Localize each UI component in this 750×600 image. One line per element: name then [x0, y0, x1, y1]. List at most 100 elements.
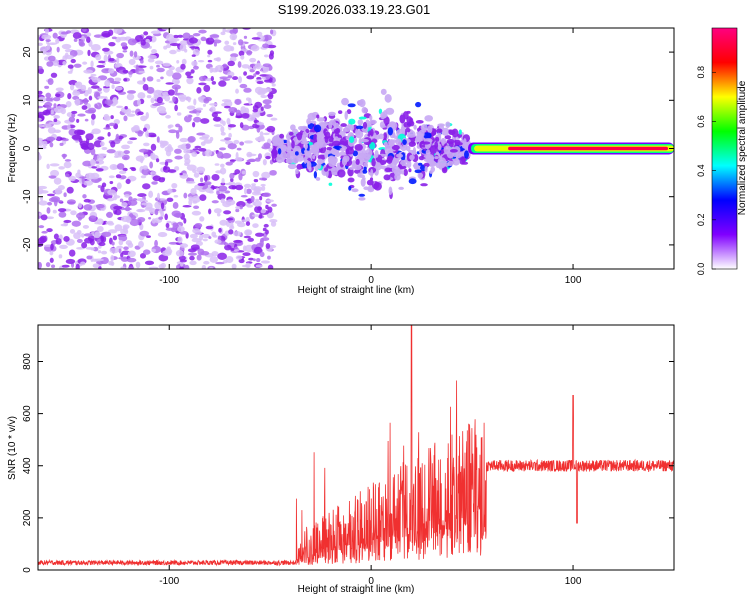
spectrogram-cell — [295, 168, 299, 175]
spectrogram-cell — [101, 250, 108, 255]
spectrogram-cell — [262, 43, 269, 49]
spectrogram-cell — [229, 33, 238, 41]
spectrogram-cell — [54, 187, 63, 195]
spectrogram-cell — [130, 167, 137, 172]
spectrogram-cell — [245, 262, 251, 269]
spectrogram-cell — [208, 208, 212, 215]
spectrogram-cell — [251, 37, 261, 40]
spectrogram-cell — [351, 188, 359, 193]
spectrogram-cell — [266, 199, 274, 203]
spectrogram-cell — [228, 132, 232, 138]
spectrogram-cell — [200, 177, 204, 183]
spectrogram-cell — [73, 63, 82, 68]
spectrogram-cell — [41, 34, 52, 40]
spectrogram-cell — [333, 128, 340, 134]
spectrogram-cell — [157, 232, 168, 238]
spectrogram-cell — [66, 30, 72, 34]
spectrogram-cell — [222, 78, 231, 81]
spectrogram-cell — [205, 225, 214, 230]
spectrogram-cell — [58, 211, 67, 218]
spectrogram-cell — [114, 224, 123, 232]
spectrogram-cell — [105, 221, 110, 225]
spectrogram-cell — [108, 57, 115, 62]
spectrogram-cell — [185, 143, 191, 149]
spectrogram-cell — [167, 89, 175, 96]
spectrogram-cell — [304, 143, 308, 150]
spectrogram-cell — [138, 70, 146, 74]
spectrogram-cell — [316, 158, 324, 165]
spectrogram-cell — [197, 182, 205, 187]
spectrogram-cell — [90, 247, 95, 251]
spectrogram-cell — [380, 88, 387, 95]
spectrogram-cell — [391, 165, 400, 174]
spectrogram-cell — [423, 162, 430, 168]
spectrogram-cell — [52, 32, 58, 39]
spectrogram-cell — [413, 161, 420, 170]
spectrogram-cell — [59, 244, 68, 250]
spectrogram-cell — [415, 119, 424, 124]
spectrogram-cell — [259, 131, 264, 137]
spectrogram-cell — [50, 196, 61, 202]
spectrogram-cell — [287, 163, 297, 170]
spectrogram-cell — [69, 49, 78, 57]
spectrogram-cell — [93, 140, 103, 148]
spectrogram-cell — [124, 206, 131, 212]
spectrogram-cell — [75, 263, 80, 269]
spectrogram-cell — [363, 166, 367, 171]
spectrogram-cell — [55, 238, 62, 245]
spectrogram-cell — [255, 62, 262, 70]
spectrogram-cell — [168, 129, 177, 134]
spectrogram-cell — [178, 255, 186, 261]
spectrogram-cell — [210, 106, 216, 113]
spectrogram-cell — [210, 76, 214, 82]
spectrogram-cell — [98, 177, 102, 182]
spectrogram-cell — [101, 231, 112, 238]
spectrogram-cell — [187, 96, 191, 103]
spectrogram-cell — [126, 257, 137, 263]
spectrogram-cell — [95, 168, 104, 172]
y-tick-label: 0 — [22, 567, 33, 573]
spectrogram-cell — [122, 224, 130, 230]
spectrogram-cell — [188, 198, 193, 206]
spectrogram-cell — [200, 118, 210, 124]
spectrogram-cell — [438, 162, 443, 170]
spectrogram-cell — [223, 190, 231, 194]
spectrogram-cell — [279, 133, 285, 139]
spectrogram-cell — [199, 194, 207, 202]
spectrogram-cell — [217, 185, 228, 192]
spectrogram-cell — [316, 117, 326, 122]
spectrogram-cell — [140, 115, 148, 122]
spectrogram-cell — [96, 226, 104, 233]
y-tick-label: 400 — [22, 457, 33, 474]
spectrogram-cell — [227, 75, 233, 79]
colorbar-ticks: 0.0 0.2 0.4 0.6 0.8 — [696, 66, 716, 275]
spectrogram-cell — [328, 143, 334, 147]
spectrogram-cell — [198, 148, 207, 152]
spectrogram-cell — [239, 122, 244, 129]
spectrogram-cell — [86, 36, 91, 43]
spectrogram-cell — [95, 54, 102, 61]
spectrogram-cell — [38, 42, 43, 47]
spectrogram-cell — [83, 204, 93, 211]
spectrogram-cell — [71, 110, 78, 114]
spectrogram-cell — [162, 62, 171, 67]
spectrogram-cell — [76, 212, 86, 220]
spectrogram-cell — [146, 94, 152, 99]
spectrogram-cell — [166, 220, 172, 224]
spectrogram-cell — [385, 107, 395, 115]
spectrogram-cell — [219, 147, 227, 151]
spectrogram-cell — [358, 193, 366, 197]
spectrogram-cell — [150, 134, 157, 138]
spectrogram-cell — [202, 233, 211, 239]
spectrogram-cell — [245, 97, 251, 101]
spectrogram-cell — [418, 162, 423, 166]
spectrogram-cell — [146, 86, 155, 94]
spectrogram-cell — [91, 166, 97, 169]
spectrogram-cell — [403, 121, 412, 128]
spectrogram-cell — [201, 264, 207, 269]
spectrogram-cell — [306, 118, 311, 125]
spectrogram-cell — [328, 156, 333, 161]
snr-panel: -100 0 100 0 200 400 600 800 Height of straigh… — [7, 324, 675, 595]
spectrogram-cell — [344, 110, 348, 120]
spectrogram-cell — [213, 208, 222, 214]
